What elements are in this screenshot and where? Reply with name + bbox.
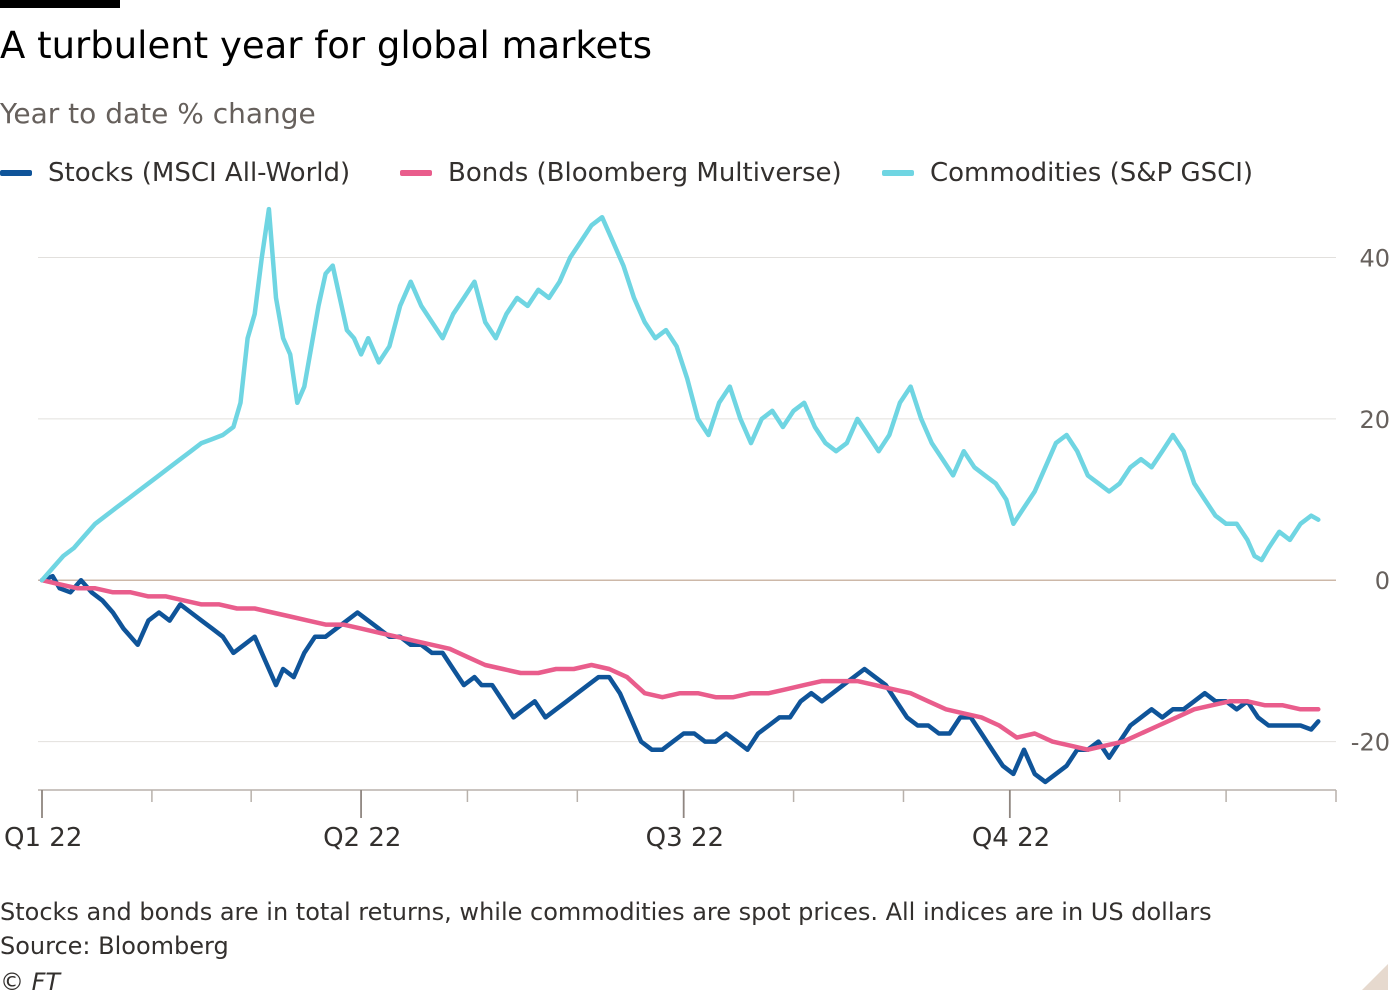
legend-item-commodities: Commodities (S&P GSCI) xyxy=(882,158,1253,188)
chart-footnote: Stocks and bonds are in total returns, w… xyxy=(0,898,1212,926)
chart-source: Source: Bloomberg xyxy=(0,932,229,960)
legend-swatch-bonds xyxy=(400,170,432,176)
series-line-commodities xyxy=(39,206,1321,583)
legend-item-stocks: Stocks (MSCI All-World) xyxy=(0,158,350,188)
x-tick-label: Q3 22 xyxy=(646,823,724,853)
y-tick-label: -20 xyxy=(1351,729,1390,757)
y-tick-label: 40 xyxy=(1359,245,1390,273)
series-line-stocks xyxy=(39,573,1321,785)
x-tick-label: Q2 22 xyxy=(323,823,401,853)
line-chart: 40 20 0 -20 Q1 22 Q2 22 Q3 22 Q4 22 xyxy=(4,206,1390,853)
legend-label-bonds: Bonds (Bloomberg Multiverse) xyxy=(448,158,842,188)
x-tick-label: Q4 22 xyxy=(972,823,1050,853)
corner-fold-icon xyxy=(1362,964,1388,990)
series-line-bonds xyxy=(39,577,1321,752)
legend: Stocks (MSCI All-World) Bonds (Bloomberg… xyxy=(0,158,1400,194)
ft-credit: © FT xyxy=(0,968,61,996)
legend-swatch-commodities xyxy=(882,170,914,176)
legend-label-commodities: Commodities (S&P GSCI) xyxy=(930,158,1254,188)
chart-subtitle: Year to date % change xyxy=(0,97,316,130)
y-tick-label: 0 xyxy=(1375,567,1390,595)
legend-swatch-stocks xyxy=(0,170,32,176)
x-tick-label: Q1 22 xyxy=(4,823,82,853)
y-tick-label: 20 xyxy=(1359,406,1390,434)
ft-top-bar xyxy=(0,0,120,8)
chart-title: A turbulent year for global markets xyxy=(0,24,653,67)
legend-label-stocks: Stocks (MSCI All-World) xyxy=(48,158,351,188)
legend-item-bonds: Bonds (Bloomberg Multiverse) xyxy=(400,158,842,188)
